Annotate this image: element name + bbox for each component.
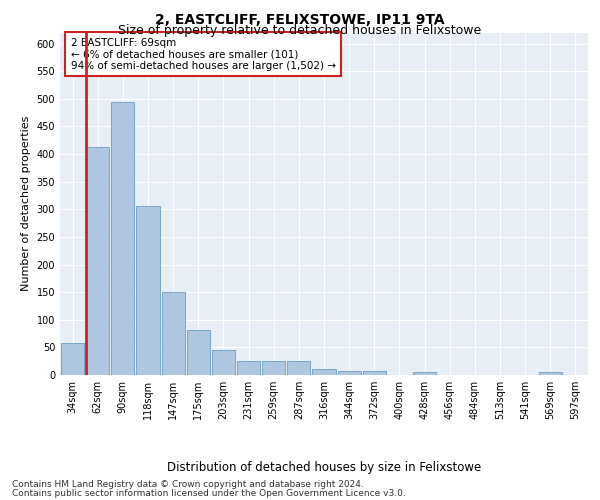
Text: 2 EASTCLIFF: 69sqm
← 6% of detached houses are smaller (101)
94% of semi-detache: 2 EASTCLIFF: 69sqm ← 6% of detached hous… [71,38,335,71]
Bar [262,361,285,375]
Bar [413,372,436,375]
Bar [136,206,160,375]
Text: Size of property relative to detached houses in Felixstowe: Size of property relative to detached ho… [118,24,482,37]
Bar [338,370,361,375]
Bar [86,148,109,375]
Text: Contains public sector information licensed under the Open Government Licence v3: Contains public sector information licen… [12,488,406,498]
X-axis label: Distribution of detached houses by size in Felixstowe: Distribution of detached houses by size … [167,461,481,474]
Bar [313,370,335,375]
Bar [212,350,235,375]
Bar [111,102,134,375]
Bar [539,372,562,375]
Bar [61,343,84,375]
Y-axis label: Number of detached properties: Number of detached properties [21,116,31,292]
Bar [237,361,260,375]
Text: 2, EASTCLIFF, FELIXSTOWE, IP11 9TA: 2, EASTCLIFF, FELIXSTOWE, IP11 9TA [155,12,445,26]
Bar [287,361,310,375]
Text: Contains HM Land Registry data © Crown copyright and database right 2024.: Contains HM Land Registry data © Crown c… [12,480,364,489]
Bar [363,370,386,375]
Bar [187,330,210,375]
Bar [161,292,185,375]
